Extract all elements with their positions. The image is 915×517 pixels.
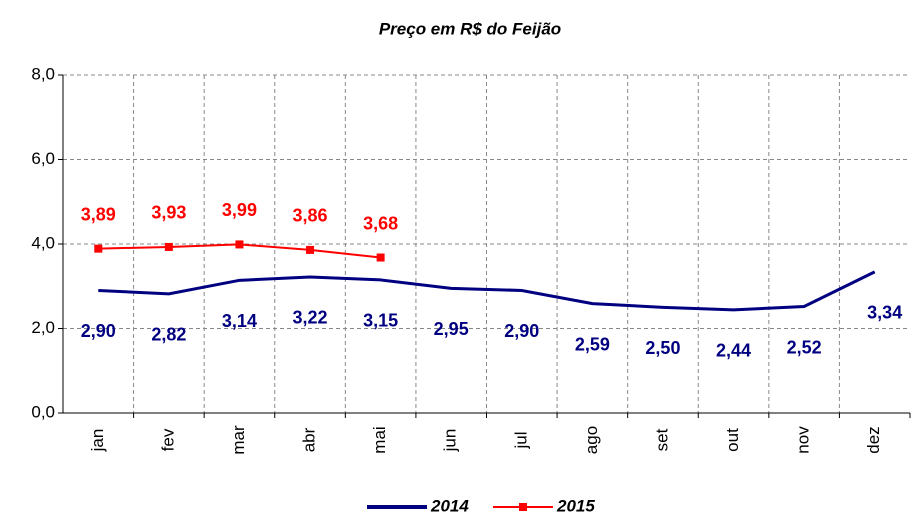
x-tick-label: fev <box>158 428 177 451</box>
data-label: 3,14 <box>222 311 257 331</box>
point-marker <box>164 242 173 251</box>
data-label: 3,89 <box>81 204 116 224</box>
line-series <box>98 270 876 312</box>
x-tick-label: out <box>723 428 742 452</box>
point-marker <box>94 244 103 253</box>
y-tick-label: 0,0 <box>31 402 55 421</box>
data-label: 3,93 <box>151 203 186 223</box>
data-label: 2,90 <box>81 321 116 341</box>
data-label: 2,44 <box>716 341 751 361</box>
data-label: 3,68 <box>363 213 398 233</box>
legend-marker <box>519 503 527 511</box>
x-tick-label: abr <box>300 427 319 452</box>
data-label: 2,90 <box>504 321 539 341</box>
data-label: 3,22 <box>293 308 328 328</box>
x-tick-label: mar <box>229 425 248 455</box>
x-tick-label: jan <box>88 429 107 453</box>
point-marker <box>306 245 315 254</box>
x-tick-label: dez <box>864 426 883 453</box>
y-tick-label: 6,0 <box>31 149 55 168</box>
point-marker <box>376 253 385 262</box>
legend-label: 2015 <box>556 496 595 515</box>
data-label: 2,95 <box>434 319 469 339</box>
x-tick-label: set <box>652 428 671 451</box>
data-label: 2,50 <box>645 338 680 358</box>
data-label: 3,86 <box>293 206 328 226</box>
data-label: 2,52 <box>787 337 822 357</box>
point-marker <box>235 240 244 249</box>
y-tick-label: 8,0 <box>31 64 55 83</box>
chart-title: Preço em R$ do Feijão <box>379 19 561 38</box>
x-tick-label: mai <box>370 426 389 453</box>
x-tick-label: jul <box>511 431 530 449</box>
legend-label: 2014 <box>430 496 469 515</box>
x-tick-label: nov <box>794 426 813 454</box>
data-label: 2,82 <box>151 325 186 345</box>
x-tick-label: ago <box>582 426 601 454</box>
y-tick-label: 4,0 <box>31 233 55 252</box>
data-label: 2,59 <box>575 334 610 354</box>
y-tick-label: 2,0 <box>31 318 55 337</box>
data-label: 3,34 <box>867 303 902 323</box>
data-label: 3,15 <box>363 311 398 331</box>
x-tick-label: jun <box>441 429 460 453</box>
data-label: 3,99 <box>222 200 257 220</box>
